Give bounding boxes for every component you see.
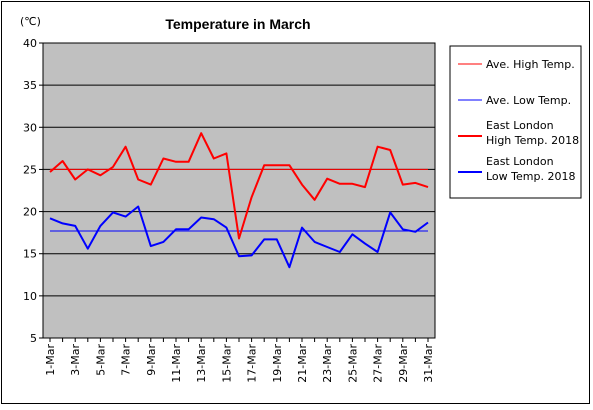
y-tick-label: 20 [23,206,37,219]
x-tick-label: 3-Mar [69,344,82,376]
temperature-chart: Temperature in March (℃) 5 10 15 20 25 30 35 40… [2,2,591,405]
legend-label: East London [486,155,554,168]
x-tick-label: 19-Mar [271,344,284,383]
x-tick-label: 25-Mar [346,344,359,383]
legend-label: Low Temp. 2018 [486,170,575,183]
x-tick-label: 11-Mar [170,344,183,383]
x-tick-label: 17-Mar [246,344,259,383]
x-tick-label: 23-Mar [321,344,334,383]
x-tick-label: 1-Mar [44,344,57,376]
y-tick-label: 30 [23,121,37,134]
legend-label: High Temp. 2018 [486,134,579,147]
legend-label: East London [486,119,554,132]
y-axis-unit-label: (℃) [20,15,41,28]
x-tick-label: 21-Mar [296,344,309,383]
plot-area [43,43,435,338]
x-tick-label: 13-Mar [195,344,208,383]
chart-title: Temperature in March [165,16,310,32]
x-tick-label: 29-Mar [397,344,410,383]
legend-label: Ave. Low Temp. [486,94,571,107]
y-tick-label: 5 [30,332,37,345]
y-tick-label: 15 [23,248,37,261]
x-tick-label: 7-Mar [120,344,133,376]
y-tick-label: 25 [23,163,37,176]
y-tick-label: 10 [23,290,37,303]
chart-frame: Temperature in March (℃) 5 10 15 20 25 30 35 40… [1,1,590,404]
x-tick-label: 9-Mar [145,344,158,376]
y-tick-label: 40 [23,37,37,50]
x-tick-label: 5-Mar [94,344,107,376]
y-tick-label: 35 [23,79,37,92]
x-tick-label: 31-Mar [422,344,435,383]
x-tick-label: 15-Mar [220,344,233,383]
x-tick-label: 27-Mar [372,344,385,383]
legend-label: Ave. High Temp. [486,58,575,71]
